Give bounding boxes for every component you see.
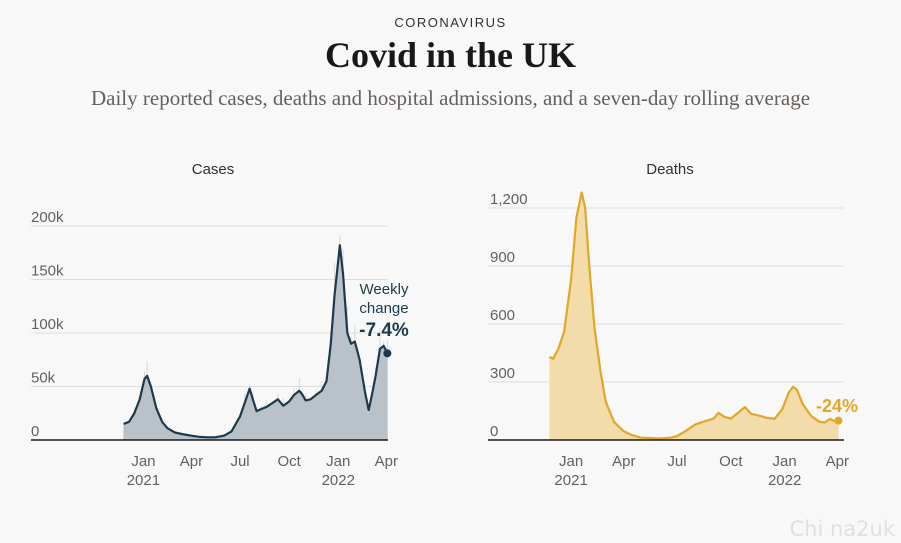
x-tick-label: Apr [612,453,635,470]
weekly-change-value: -7.4% [359,320,409,341]
x-tick-year: 2021 [554,472,587,489]
weekly-change-value: -24% [816,396,858,416]
y-tick-label: 50k [31,370,56,387]
y-tick-label: 0 [31,423,39,440]
x-tick-label: Apr [375,453,398,470]
series-line [548,191,839,440]
x-tick-label: Oct [277,453,301,470]
x-tick-label: Jan [131,453,155,470]
x-tick-label: Apr [826,453,849,470]
x-tick-year: 2022 [322,472,355,489]
y-tick-label: 900 [490,249,515,266]
page-subtitle: Daily reported cases, deaths and hospita… [90,86,811,110]
annotation-line1: Weekly [360,281,409,298]
deaths-chart-title: Deaths [646,161,694,178]
cases-chart: 0 50k 100k 150k 200k Jan 2021 Apr Jul Oct Jan 2022 A… [31,209,409,489]
y-tick-label: 100k [31,316,64,333]
y-tick-label: 300 [490,365,515,382]
annotation-line2: change [359,300,408,317]
y-tick-label: 600 [490,307,515,324]
page-title: Covid in the UK [324,35,577,75]
x-tick-label: Jan [326,453,350,470]
y-tick-label: 1,200 [490,191,528,208]
x-tick-label: Jul [667,453,686,470]
series-end-point [383,349,392,358]
x-tick-label: Apr [180,453,203,470]
watermark: Chi na2uk [789,517,896,541]
x-tick-label: Jan [773,453,797,470]
section-kicker[interactable]: CORONAVIRUS [394,15,507,30]
x-tick-year: 2022 [768,472,801,489]
x-tick-label: Jan [559,453,583,470]
series-line [123,244,389,439]
series-end-point [834,416,843,425]
cases-chart-title: Cases [191,161,235,178]
y-tick-label: 200k [31,209,64,226]
y-tick-label: 0 [490,423,498,440]
y-tick-label: 150k [31,263,64,280]
deaths-chart: 0 300 600 900 1,200 Jan 2021 Apr Jul Oct Jan 2022 Ap… [488,191,858,489]
x-tick-year: 2021 [127,472,160,489]
x-tick-label: Oct [719,453,743,470]
x-tick-label: Jul [230,453,249,470]
